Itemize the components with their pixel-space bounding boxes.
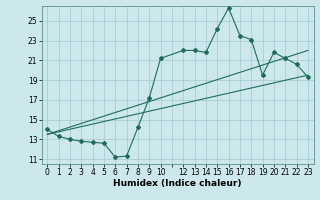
X-axis label: Humidex (Indice chaleur): Humidex (Indice chaleur) (113, 179, 242, 188)
